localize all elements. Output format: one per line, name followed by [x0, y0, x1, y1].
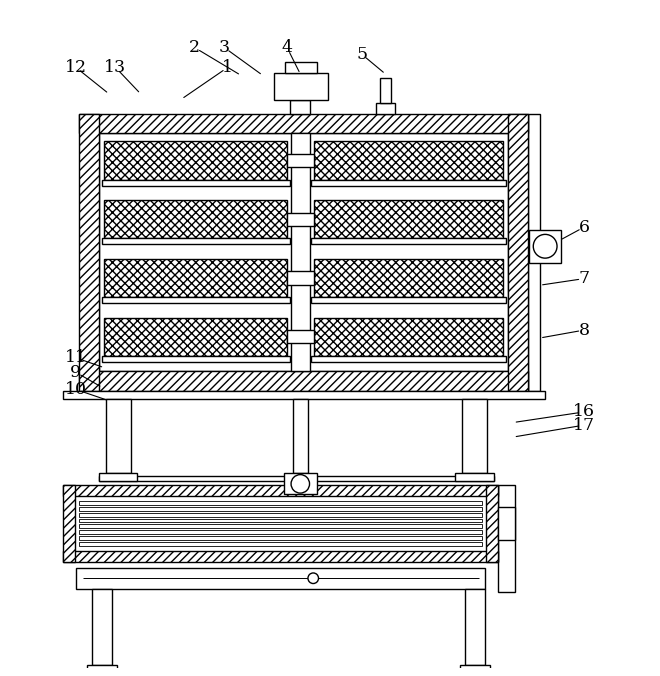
Text: 13: 13 [104, 59, 127, 76]
Bar [486, 485, 498, 562]
Bar [104, 259, 287, 297]
Text: 2: 2 [189, 39, 200, 56]
Text: 1: 1 [222, 59, 233, 76]
Text: 17: 17 [573, 416, 595, 433]
Bar [465, 589, 485, 665]
Bar [311, 180, 506, 185]
Circle shape [308, 573, 319, 583]
Bar [79, 501, 482, 505]
Bar [311, 297, 506, 303]
Bar [76, 568, 485, 589]
Bar [102, 239, 290, 244]
Bar [314, 200, 503, 239]
Text: 5: 5 [356, 46, 367, 63]
Bar [79, 542, 482, 546]
Bar [104, 200, 287, 239]
Bar [498, 507, 515, 540]
Bar [102, 297, 290, 303]
Bar [314, 141, 503, 180]
Text: 3: 3 [219, 39, 230, 56]
Bar [287, 212, 314, 226]
Text: 10: 10 [65, 381, 87, 398]
Bar [79, 512, 482, 516]
Bar [311, 356, 506, 362]
Text: 6: 6 [579, 218, 589, 236]
Bar [92, 589, 112, 665]
Bar [287, 154, 314, 167]
Bar [528, 114, 540, 391]
Bar [293, 399, 308, 473]
Bar [79, 525, 482, 529]
Bar [529, 230, 561, 263]
Bar [460, 665, 490, 670]
Bar [79, 371, 528, 391]
Text: 9: 9 [71, 364, 81, 381]
Bar [284, 473, 317, 494]
Bar [99, 473, 137, 481]
Bar [498, 485, 515, 592]
Bar [104, 318, 287, 356]
Bar [285, 62, 317, 73]
Bar [102, 356, 290, 362]
Bar [290, 101, 310, 114]
Bar [102, 180, 290, 185]
Bar [63, 391, 544, 399]
Bar [79, 114, 99, 391]
Text: 7: 7 [579, 270, 589, 287]
Bar [291, 133, 310, 371]
Bar [314, 259, 503, 297]
Text: 8: 8 [579, 322, 589, 339]
Bar [311, 239, 506, 244]
Bar [99, 476, 494, 481]
Bar [314, 318, 503, 356]
Text: 12: 12 [65, 59, 87, 76]
Bar [287, 271, 314, 285]
Bar [63, 550, 498, 562]
Circle shape [291, 475, 310, 493]
Bar [287, 330, 314, 343]
Bar [380, 78, 391, 103]
Text: 16: 16 [573, 404, 595, 420]
Bar [79, 506, 482, 510]
Bar [63, 485, 75, 562]
Bar [63, 485, 498, 496]
Text: 11: 11 [65, 349, 87, 366]
Bar [274, 73, 328, 101]
Circle shape [533, 235, 557, 258]
Bar [508, 114, 528, 391]
Bar [455, 473, 494, 481]
Bar [87, 665, 117, 670]
Bar [106, 399, 131, 473]
Bar [79, 518, 482, 523]
Bar [104, 141, 287, 180]
Bar [79, 531, 482, 534]
Bar [462, 399, 487, 473]
Bar [376, 103, 395, 114]
Bar [99, 133, 508, 371]
Bar [79, 536, 482, 540]
Bar [79, 114, 528, 133]
Text: 4: 4 [282, 39, 292, 56]
